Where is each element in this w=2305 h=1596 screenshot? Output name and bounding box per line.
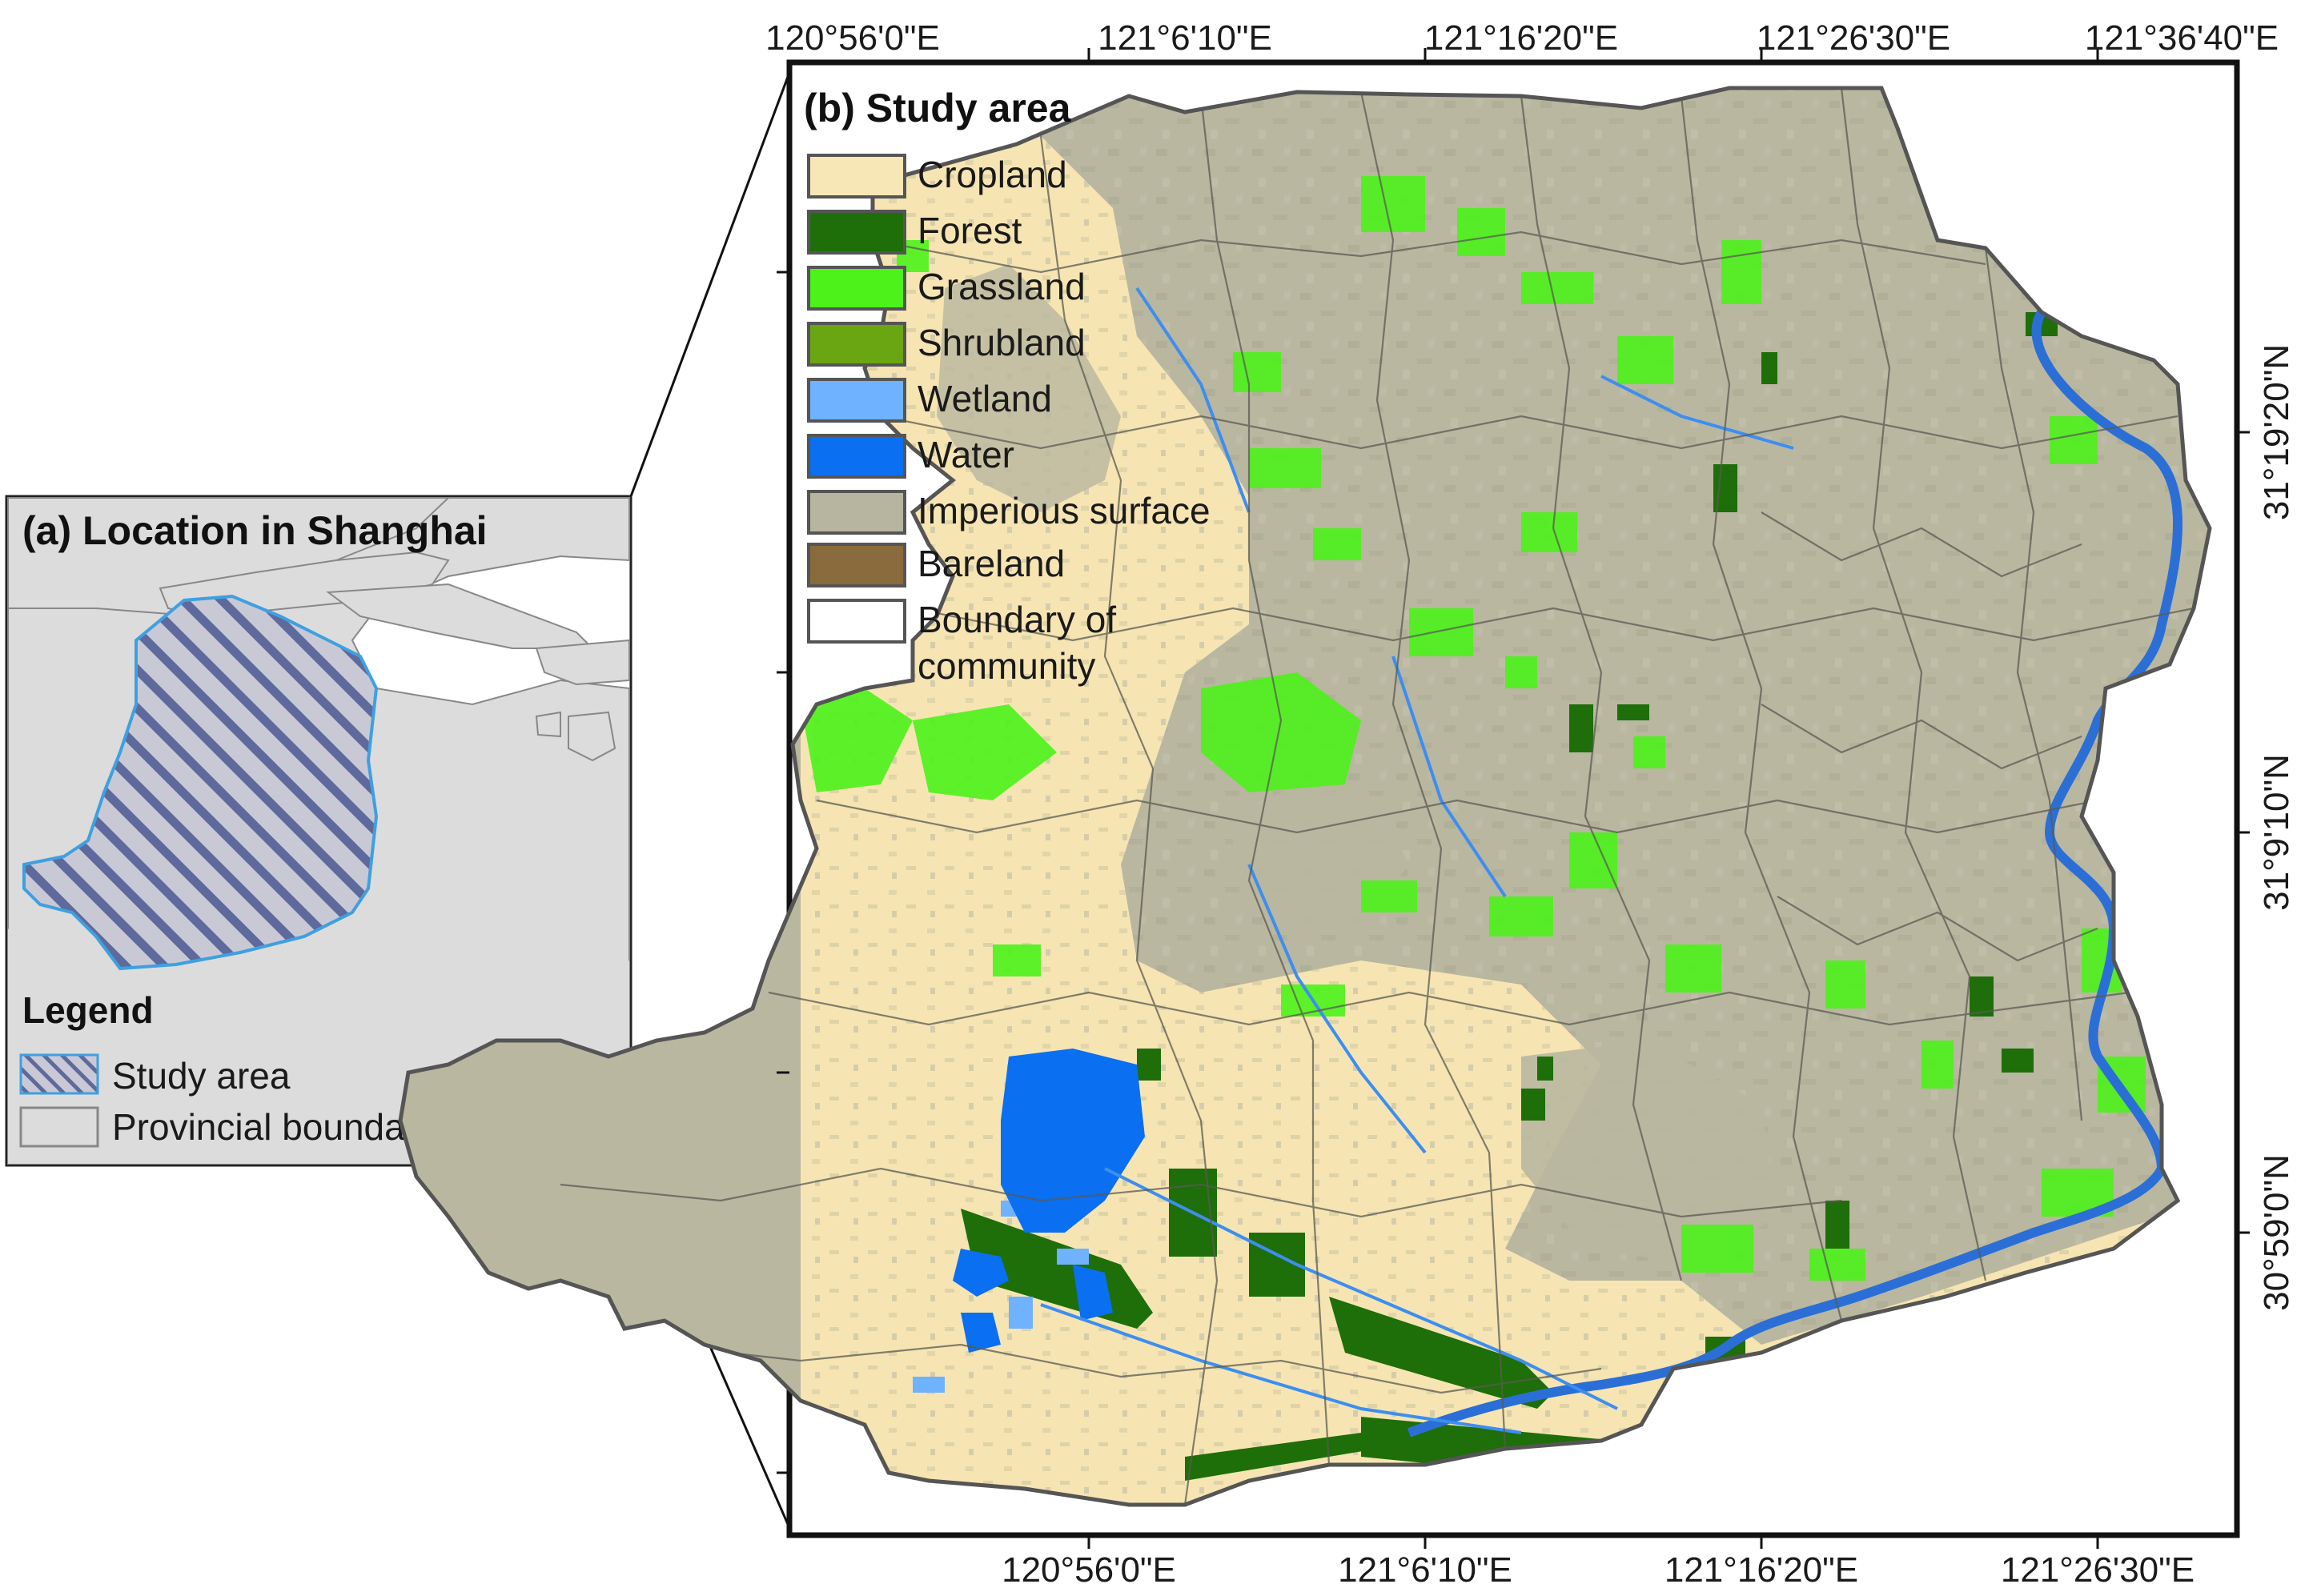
bottom-tick-label-1: 120°56'0"E	[1002, 1550, 1176, 1590]
panel-a-location: (a) Location in Shanghai Legend Study ar…	[5, 495, 632, 1167]
legend-swatch-grassland	[807, 266, 906, 311]
legend-label-provincial-boundary: Provincial boundary	[112, 1106, 436, 1148]
study-area-shape	[22, 594, 379, 971]
panel-a-title: (a) Location in Shanghai	[22, 508, 488, 553]
bottom-tick-label-4: 121°26'30"E	[2001, 1550, 2195, 1590]
legend-label-boundary-line-2: community	[918, 645, 1095, 687]
right-tick-label-2: 31°9'10"N	[2257, 754, 2296, 911]
right-tick-label-1: 31°19'20"N	[2257, 344, 2296, 520]
panel-a-legend-title: Legend	[22, 989, 154, 1031]
top-tick-label-3: 121°16'20"E	[1424, 18, 1618, 58]
legend-swatch-wetland	[807, 378, 906, 423]
connector-top	[629, 63, 794, 497]
legend-swatch-cropland	[807, 154, 906, 198]
top-tick-label-4: 121°26'30"E	[1757, 18, 1950, 58]
legend-label-shrubland: Shrubland	[918, 322, 1086, 363]
axis-ticks	[777, 48, 2250, 1549]
legend-swatch-forest	[807, 210, 906, 255]
panel-b-title: (b) Study area	[804, 86, 1072, 130]
legend-label-water: Water	[918, 434, 1014, 475]
legend-swatch-imperious-surface	[807, 490, 906, 535]
legend-label-study-area: Study area	[112, 1055, 291, 1097]
bottom-tick-label-2: 121°6'10"E	[1338, 1550, 1512, 1590]
top-tick-label-5: 121°36'40"E	[2085, 18, 2279, 58]
study-area-outline	[398, 86, 2212, 1507]
legend-swatch-provincial-boundary	[19, 1106, 99, 1148]
legend-label-boundary-line-1: Boundary of	[918, 599, 1116, 640]
legend-swatch-shrubland	[807, 322, 906, 367]
legend-swatch-bareland	[807, 543, 906, 587]
bottom-tick-label-3: 121°16'20"E	[1664, 1550, 1858, 1590]
top-tick-label-2: 121°6'10"E	[1098, 18, 1272, 58]
legend-label-wetland: Wetland	[918, 378, 1052, 419]
legend-label-imperious-surface: Imperious surface	[918, 490, 1211, 531]
land-cover-map	[398, 86, 2212, 1507]
legend-label-cropland: Cropland	[918, 154, 1067, 195]
legend-label-grassland: Grassland	[918, 266, 1086, 307]
right-tick-label-3: 30°59'0"N	[2257, 1154, 2296, 1311]
legend-swatch-water	[807, 434, 906, 479]
land-cover-legend: Cropland Forest Grassland Shrubland Wetl…	[807, 154, 1211, 687]
panel-b-study-area: (b) Study area Cropland Forest Grassland…	[398, 18, 2296, 1590]
legend-swatch-boundary-of-community	[807, 599, 906, 644]
legend-label-boundary-of-community: Boundary of community	[918, 599, 1126, 687]
legend-label-bareland: Bareland	[918, 543, 1065, 584]
top-tick-label-1: 120°56'0"E	[765, 18, 940, 58]
legend-swatch-study-area	[19, 1053, 99, 1095]
huangpu-river	[1407, 309, 2183, 1438]
legend-label-forest: Forest	[918, 210, 1022, 251]
